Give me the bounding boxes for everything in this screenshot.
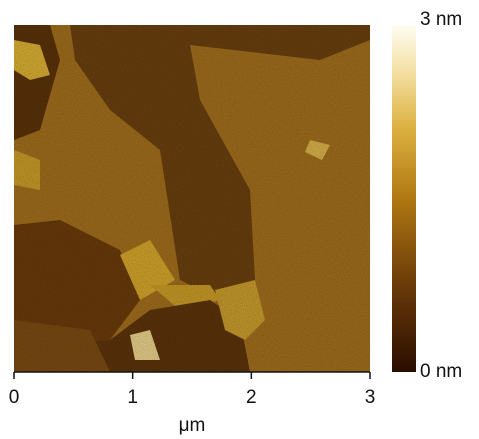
x-tick-label: 0 [9,387,20,408]
figure: 0 1 2 3 μm 0 nm 3 nm [0,0,479,439]
x-tick-label: 3 [365,387,376,408]
colorbar-tick-label: 0 nm [420,361,462,382]
x-tick-label: 2 [246,387,257,408]
x-axis-label: μm [179,415,206,436]
x-tick-label: 1 [127,387,138,408]
afm-image [14,25,370,372]
colorbar-tick-label: 3 nm [420,9,462,30]
colorbar [392,25,416,372]
